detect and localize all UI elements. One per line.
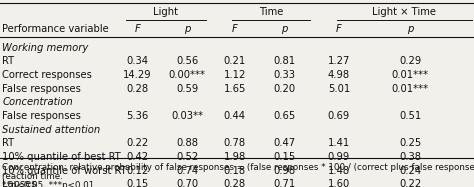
Text: 0.52: 0.52 bbox=[176, 152, 198, 162]
Text: 10% quantile of best RT: 10% quantile of best RT bbox=[2, 152, 121, 162]
Text: 0.88: 0.88 bbox=[176, 138, 198, 148]
Text: 14.29: 14.29 bbox=[123, 70, 152, 80]
Text: 0.99: 0.99 bbox=[328, 152, 350, 162]
Text: 0.24: 0.24 bbox=[399, 165, 421, 176]
Text: 10% quantile of worst RT: 10% quantile of worst RT bbox=[2, 165, 127, 176]
Text: 0.65: 0.65 bbox=[273, 111, 295, 121]
Text: F: F bbox=[336, 24, 342, 34]
Text: Correct responses: Correct responses bbox=[2, 70, 92, 80]
Text: Working memory: Working memory bbox=[2, 43, 89, 53]
Text: **p<0.05, ***p<0.01.: **p<0.05, ***p<0.01. bbox=[2, 181, 97, 187]
Text: 1.60: 1.60 bbox=[328, 179, 350, 187]
Text: 0.01***: 0.01*** bbox=[392, 84, 428, 94]
Text: 0.59: 0.59 bbox=[176, 84, 198, 94]
Text: 0.70: 0.70 bbox=[176, 179, 198, 187]
Text: 0.20: 0.20 bbox=[273, 84, 295, 94]
Text: 0.74: 0.74 bbox=[176, 165, 198, 176]
Text: 1.41: 1.41 bbox=[328, 138, 350, 148]
Text: p: p bbox=[281, 24, 288, 34]
Text: 1.98: 1.98 bbox=[224, 152, 246, 162]
Text: Sustained attention: Sustained attention bbox=[2, 125, 100, 135]
Text: F: F bbox=[232, 24, 237, 34]
Text: 0.22: 0.22 bbox=[399, 179, 421, 187]
Text: 0.78: 0.78 bbox=[224, 138, 246, 148]
Text: Light: Light bbox=[154, 7, 178, 17]
Text: 0.18: 0.18 bbox=[224, 165, 246, 176]
Text: p: p bbox=[184, 24, 191, 34]
Text: Concentration: Concentration bbox=[2, 97, 73, 107]
Text: 1.65: 1.65 bbox=[223, 84, 246, 94]
Text: 0.00***: 0.00*** bbox=[169, 70, 206, 80]
Text: 0.01***: 0.01*** bbox=[392, 70, 428, 80]
Text: Performance variable: Performance variable bbox=[2, 24, 109, 34]
Text: 0.51: 0.51 bbox=[399, 111, 421, 121]
Text: 0.56: 0.56 bbox=[176, 56, 198, 66]
Text: RT: RT bbox=[2, 138, 15, 148]
Text: 0.12: 0.12 bbox=[127, 165, 148, 176]
Text: p: p bbox=[407, 24, 413, 34]
Text: False responses: False responses bbox=[2, 111, 81, 121]
Text: 5.01: 5.01 bbox=[328, 84, 350, 94]
Text: 0.44: 0.44 bbox=[224, 111, 246, 121]
Text: 0.25: 0.25 bbox=[399, 138, 421, 148]
Text: 0.29: 0.29 bbox=[399, 56, 421, 66]
Text: 0.38: 0.38 bbox=[399, 152, 421, 162]
Text: False responses: False responses bbox=[2, 84, 81, 94]
Text: 5.36: 5.36 bbox=[127, 111, 148, 121]
Text: 1.48: 1.48 bbox=[328, 165, 350, 176]
Text: 1.12: 1.12 bbox=[223, 70, 246, 80]
Text: 4.98: 4.98 bbox=[328, 70, 350, 80]
Text: 0.28: 0.28 bbox=[224, 179, 246, 187]
Text: 0.42: 0.42 bbox=[127, 152, 148, 162]
Text: 0.81: 0.81 bbox=[273, 56, 295, 66]
Text: 0.28: 0.28 bbox=[127, 84, 148, 94]
Text: 0.33: 0.33 bbox=[273, 70, 295, 80]
Text: F: F bbox=[135, 24, 140, 34]
Text: Lapses: Lapses bbox=[2, 179, 37, 187]
Text: 0.22: 0.22 bbox=[127, 138, 148, 148]
Text: 0.98: 0.98 bbox=[273, 165, 295, 176]
Text: 0.15: 0.15 bbox=[127, 179, 148, 187]
Text: 0.47: 0.47 bbox=[273, 138, 295, 148]
Text: 0.21: 0.21 bbox=[224, 56, 246, 66]
Text: 1.27: 1.27 bbox=[328, 56, 350, 66]
Text: 0.03**: 0.03** bbox=[171, 111, 203, 121]
Text: Light × Time: Light × Time bbox=[372, 7, 436, 17]
Text: RT: RT bbox=[2, 56, 15, 66]
Text: 0.71: 0.71 bbox=[273, 179, 295, 187]
Text: 0.69: 0.69 bbox=[328, 111, 350, 121]
Text: 0.34: 0.34 bbox=[127, 56, 148, 66]
Text: Concentration: relative probability of false responses = (false responses * 100 : Concentration: relative probability of f… bbox=[2, 163, 474, 172]
Text: 0.15: 0.15 bbox=[273, 152, 295, 162]
Text: reaction time.: reaction time. bbox=[2, 172, 63, 181]
Text: Time: Time bbox=[259, 7, 283, 17]
